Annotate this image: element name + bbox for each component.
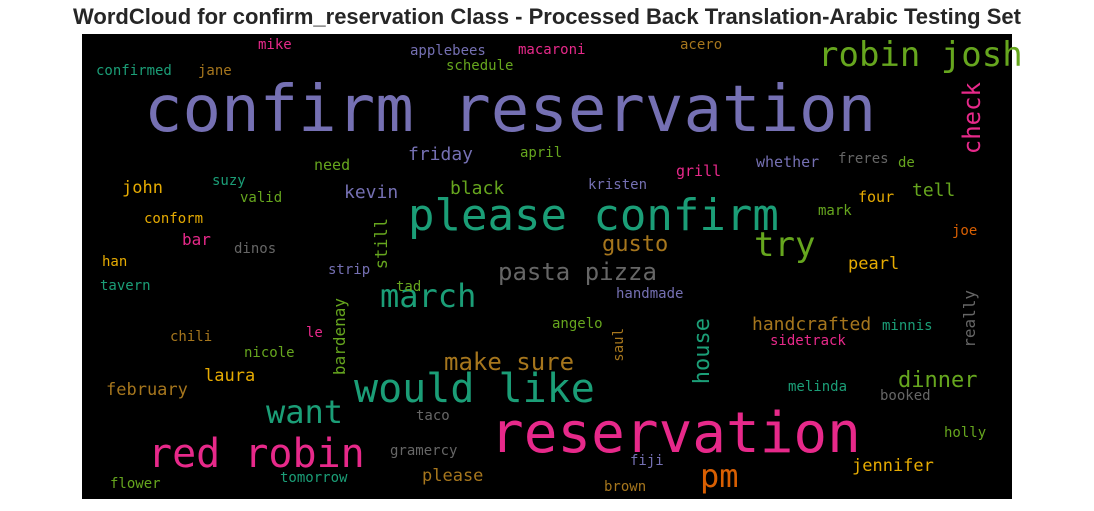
word-four: four xyxy=(858,188,895,206)
word-nicole: nicole xyxy=(244,345,295,361)
word-make-sure: make sure xyxy=(444,348,575,376)
word-want: want xyxy=(266,393,344,431)
word-john: john xyxy=(122,178,163,198)
word-melinda: melinda xyxy=(788,379,848,395)
word-robin-josh: robin josh xyxy=(818,35,1023,75)
word-holly: holly xyxy=(944,425,987,441)
word-reservation: reservation xyxy=(490,401,861,466)
word-jane: jane xyxy=(198,63,232,79)
word-dinos: dinos xyxy=(234,241,277,257)
word-laura: laura xyxy=(204,366,256,386)
word-check: check xyxy=(958,82,986,155)
word-angelo: angelo xyxy=(552,316,603,332)
word-flower: flower xyxy=(110,476,161,492)
word-sidetrack: sidetrack xyxy=(770,333,846,349)
word-pasta-pizza: pasta pizza xyxy=(498,258,657,286)
word-still: still xyxy=(372,218,392,270)
word-try: try xyxy=(754,225,816,265)
word-april: april xyxy=(520,145,563,161)
word-macaroni: macaroni xyxy=(518,42,586,58)
word-conform: conform xyxy=(144,211,204,227)
word-fiji: fiji xyxy=(630,453,664,469)
word-schedule: schedule xyxy=(446,58,514,74)
word-freres: freres xyxy=(838,151,889,167)
word-mike: mike xyxy=(258,37,292,53)
word-jennifer: jennifer xyxy=(852,456,934,476)
word-bar: bar xyxy=(182,230,211,249)
word-red-robin: red robin xyxy=(148,431,365,477)
word-please: please xyxy=(422,466,484,486)
word-whether: whether xyxy=(756,153,820,171)
word-kristen: kristen xyxy=(588,177,648,193)
word-minnis: minnis xyxy=(882,318,933,334)
word-black: black xyxy=(450,178,505,199)
word-joe: joe xyxy=(952,223,978,239)
word-pearl: pearl xyxy=(848,254,900,274)
chart-title: WordCloud for confirm_reservation Class … xyxy=(73,4,1021,29)
word-house: house xyxy=(690,318,715,385)
word-applebees: applebees xyxy=(410,43,486,59)
word-han: han xyxy=(102,254,128,270)
word-dinner: dinner xyxy=(898,368,978,393)
word-gramercy: gramercy xyxy=(390,443,458,459)
wordcloud-canvas: confirm reservation reservation please c… xyxy=(82,34,1023,499)
word-tomorrow: tomorrow xyxy=(280,470,348,486)
word-suzy: suzy xyxy=(212,173,246,189)
word-gusto: gusto xyxy=(602,232,669,257)
word-brown: brown xyxy=(604,479,647,495)
word-handmade: handmade xyxy=(616,286,684,302)
word-valid: valid xyxy=(240,190,283,206)
word-chili: chili xyxy=(170,329,213,345)
word-grill: grill xyxy=(676,162,722,180)
word-mark: mark xyxy=(818,203,852,219)
word-march: march xyxy=(380,277,477,315)
word-strip: strip xyxy=(328,262,371,278)
word-tad: tad xyxy=(396,279,422,295)
word-february: february xyxy=(106,380,188,400)
word-bardenay: bardenay xyxy=(330,298,349,376)
word-le: le xyxy=(306,325,323,341)
word-kevin: kevin xyxy=(344,182,399,203)
word-please-confirm: please confirm xyxy=(408,190,779,241)
word-de: de xyxy=(898,155,915,171)
word-really: really xyxy=(960,290,979,348)
word-taco: taco xyxy=(416,408,450,424)
word-need: need xyxy=(314,156,351,174)
word-handcrafted: handcrafted xyxy=(752,314,872,335)
word-friday: friday xyxy=(408,144,474,165)
word-saul: saul xyxy=(611,328,627,362)
word-tell: tell xyxy=(912,180,956,201)
word-would-like: would like xyxy=(354,366,595,412)
word-tavern: tavern xyxy=(100,278,151,294)
word-pm: pm xyxy=(700,457,739,495)
word-acero: acero xyxy=(680,37,723,53)
word-confirm-reservation: confirm reservation xyxy=(144,73,877,147)
word-confirmed: confirmed xyxy=(96,63,172,79)
word-booked: booked xyxy=(880,388,931,404)
